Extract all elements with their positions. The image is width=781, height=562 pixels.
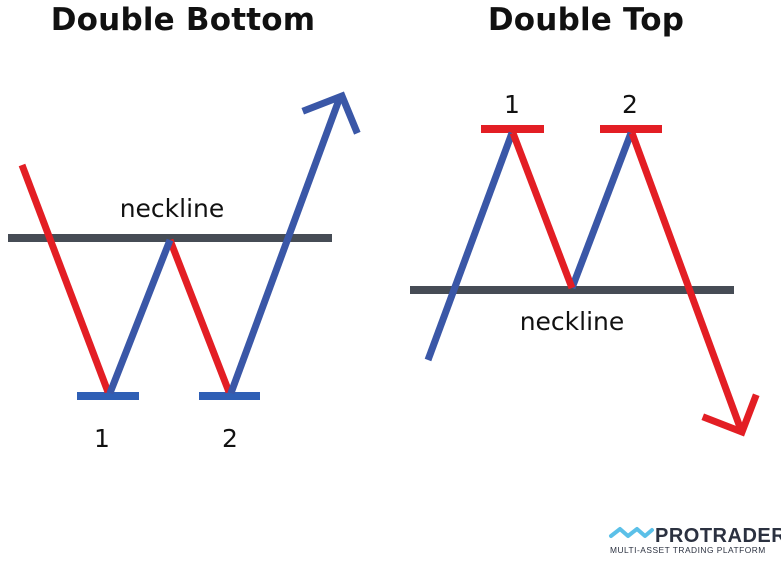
double-top-marker-2: 2 [622,90,638,119]
double-top-neckline-label: neckline [520,307,625,336]
double-bottom-title: Double Bottom [50,2,316,38]
double-top-down-leg-2 [628,131,745,432]
double-bottom-down-leg-1 [18,163,112,394]
double-top-up-leg-2 [568,131,635,290]
double-top-down-leg-1 [509,131,576,290]
double-bottom-arrow-head-icon [301,91,361,135]
double-bottom-up-leg-1 [106,238,174,395]
double-top-arrow-head-icon [701,393,760,437]
double-top-pattern: neckline 1 2 [410,90,760,437]
protrader-logo-icon [609,527,654,538]
double-bottom-up-leg-2 [227,95,344,395]
double-bottom-marker-1: 1 [94,424,110,453]
double-top-up-leg-1 [424,131,516,362]
brand-tagline: MULTI-ASSET TRADING PLATFORM [610,545,766,555]
protrader-logo: PROTRADER MULTI-ASSET TRADING PLATFORM [609,525,781,555]
double-top-marker-1: 1 [504,90,520,119]
double-bottom-neckline-label: neckline [120,194,225,223]
double-top-title: Double Top [487,2,685,38]
double-bottom-marker-2: 2 [222,424,238,453]
double-bottom-down-leg-2 [166,238,233,394]
brand-name: PROTRADER [655,525,781,547]
double-bottom-pattern: neckline 1 2 [8,91,361,453]
